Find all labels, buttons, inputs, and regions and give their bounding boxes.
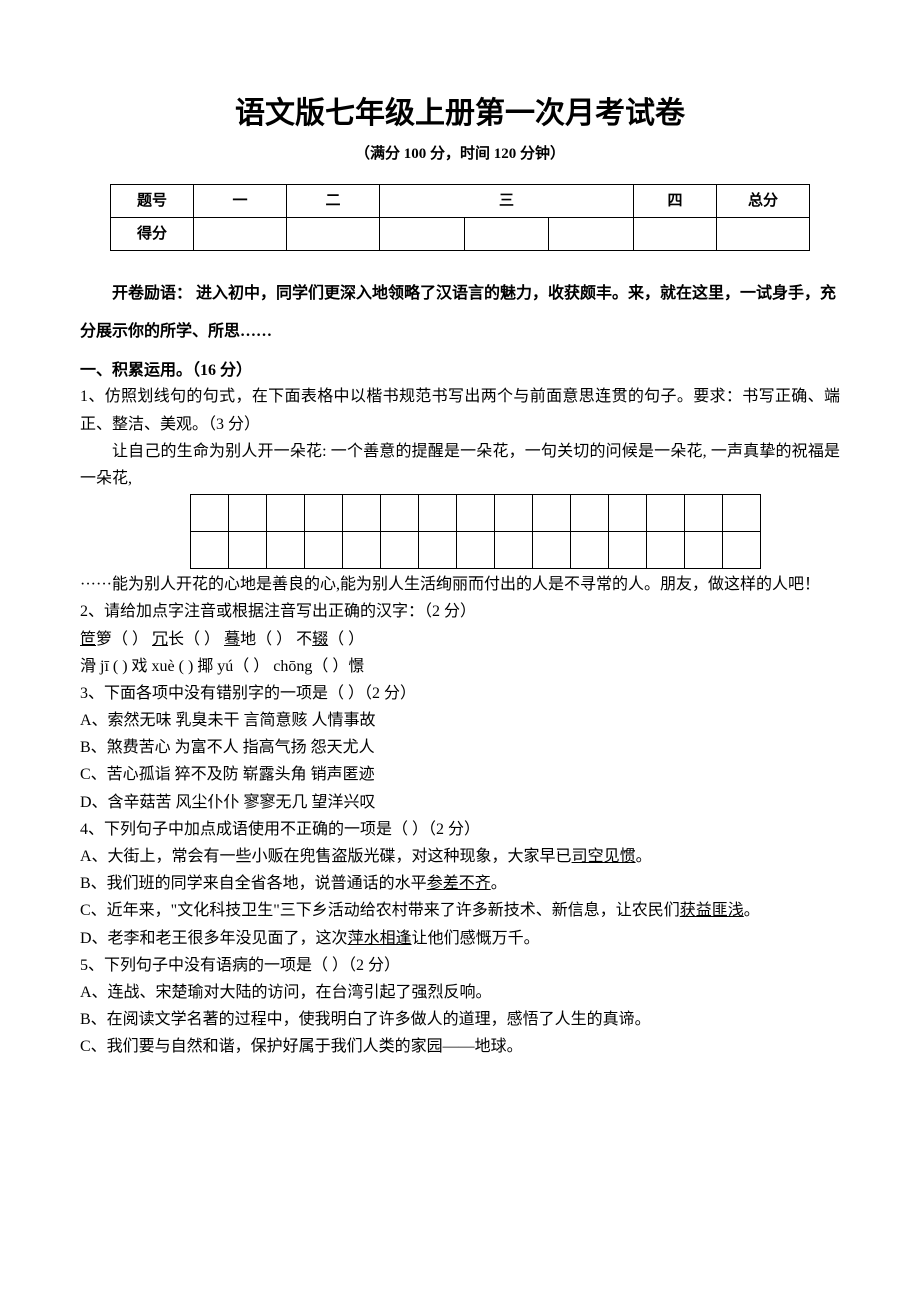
grid-cell [647,532,685,569]
score-cell: 三 [380,185,634,218]
score-cell [380,218,465,251]
q1-tail: ······能为别人开花的心地是善良的心,能为别人生活绚丽而付出的人是不寻常的人… [80,571,840,598]
score-cell [634,218,717,251]
grid-cell [723,532,761,569]
grid-cell [647,495,685,532]
score-cell: 一 [194,185,287,218]
score-cell: 二 [287,185,380,218]
score-cell [194,218,287,251]
q4-instructions: 4、下列句子中加点成语使用不正确的一项是（ ）（2 分） [80,816,840,843]
writing-grid [190,494,761,569]
q4a-u: 司空见惯 [572,848,636,865]
grid-cell [419,495,457,532]
grid-cell [191,495,229,532]
q4-option-b: B、我们班的同学来自全省各地，说普通话的水平参差不齐。 [80,870,840,897]
grid-cell [419,532,457,569]
q5-option-a: A、连战、宋楚瑜对大陆的访问，在台湾引起了强烈反响。 [80,979,840,1006]
score-cell [287,218,380,251]
grid-cell [229,532,267,569]
grid-cell [571,495,609,532]
q2-t3: 地（ ） 不 [240,631,312,648]
score-cell [717,218,810,251]
q3-option-d: D、含辛菇苦 风尘仆仆 寥寥无几 望洋兴叹 [80,789,840,816]
grid-cell [191,532,229,569]
q4-option-d: D、老李和老王很多年没见面了，这次萍水相逢让他们感慨万千。 [80,925,840,952]
score-cell: 题号 [111,185,194,218]
grid-cell [229,495,267,532]
score-cell [549,218,634,251]
grid-cell [381,495,419,532]
grid-cell [381,532,419,569]
q4d-post: 让他们感慨万千。 [412,930,540,947]
q4c-pre: C、近年来，"文化科技卫生"三下乡活动给农村带来了许多新技术、新信息，让农民们 [80,902,680,919]
q1-example: 让自己的生命为别人开一朵花: 一个善意的提醒是一朵花，一句关切的问候是一朵花, … [80,438,840,492]
grid-cell [343,532,381,569]
score-table: 题号一二三四总分得分 [110,184,810,251]
q2-instructions: 2、请给加点字注音或根据注音写出正确的汉字：（2 分） [80,598,840,625]
q4b-pre: B、我们班的同学来自全省各地，说普通话的水平 [80,875,427,892]
grid-cell [267,495,305,532]
grid-cell [495,495,533,532]
q4c-post: 。 [744,902,760,919]
doc-subtitle: （满分 100 分，时间 120 分钟） [80,142,840,166]
grid-cell [533,495,571,532]
q4a-pre: A、大街上，常会有一些小贩在兜售盗版光碟，对这种现象，大家早已 [80,848,572,865]
grid-cell [609,495,647,532]
grid-cell [495,532,533,569]
score-cell: 得分 [111,218,194,251]
q5-instructions: 5、下列句子中没有语病的一项是（ ）（2 分） [80,952,840,979]
q3-option-a: A、索然无味 乳臭未干 言简意赅 人情事故 [80,707,840,734]
q1-instructions: 1、仿照划线句的句式，在下面表格中以楷书规范书写出两个与前面意思连贯的句子。要求… [80,383,840,437]
q2-t4: （ ） [328,631,364,648]
q3-option-c: C、苦心孤诣 猝不及防 崭露头角 销声匿迹 [80,761,840,788]
grid-cell [723,495,761,532]
q5-option-c: C、我们要与自然和谐，保护好属于我们人类的家园——地球。 [80,1033,840,1060]
q2-u2: 冗 [152,631,168,648]
q3-instructions: 3、下面各项中没有错别字的一项是（ ）（2 分） [80,680,840,707]
q2-u3: 蓦 [224,631,240,648]
q3-option-b: B、煞费苦心 为富不人 指高气扬 怨天尤人 [80,734,840,761]
q2-t1: 箩（ ） [96,631,152,648]
q4-option-a: A、大街上，常会有一些小贩在兜售盗版光碟，对这种现象，大家早已司空见惯。 [80,843,840,870]
q4a-post: 。 [636,848,652,865]
q4-option-c: C、近年来，"文化科技卫生"三下乡活动给农村带来了许多新技术、新信息，让农民们获… [80,897,840,924]
grid-cell [305,495,343,532]
score-cell: 四 [634,185,717,218]
q2-line2: 滑 jī ( ) 戏 xuè ( ) 揶 yú（ ） chōng（ ）憬 [80,653,840,680]
q2-u4: 辍 [312,631,328,648]
q2-t2: 长（ ） [168,631,224,648]
q4b-post: 。 [491,875,507,892]
grid-cell [533,532,571,569]
grid-cell [457,495,495,532]
grid-cell [685,495,723,532]
grid-cell [267,532,305,569]
grid-cell [343,495,381,532]
score-cell: 总分 [717,185,810,218]
motivation-text: 开卷励语： 进入初中，同学们更深入地领略了汉语言的魅力，收获颇丰。来，就在这里，… [80,275,840,352]
grid-cell [685,532,723,569]
q5-option-b: B、在阅读文学名著的过程中，使我明白了许多做人的道理，感悟了人生的真谛。 [80,1006,840,1033]
grid-cell [571,532,609,569]
doc-title: 语文版七年级上册第一次月考试卷 [80,90,840,138]
grid-cell [305,532,343,569]
score-cell [464,218,549,251]
grid-cell [609,532,647,569]
q2-line1: 笸箩（ ） 冗长（ ） 蓦地（ ） 不辍（ ） [80,626,840,653]
section1-title: 一、积累运用。（16 分） [80,358,840,384]
grid-cell [457,532,495,569]
q4d-pre: D、老李和老王很多年没见面了，这次 [80,930,348,947]
q4c-u: 获益匪浅 [680,902,744,919]
q4b-u: 参差不齐 [427,875,491,892]
q4d-u: 萍水相逢 [348,930,412,947]
q2-u1: 笸 [80,631,96,648]
